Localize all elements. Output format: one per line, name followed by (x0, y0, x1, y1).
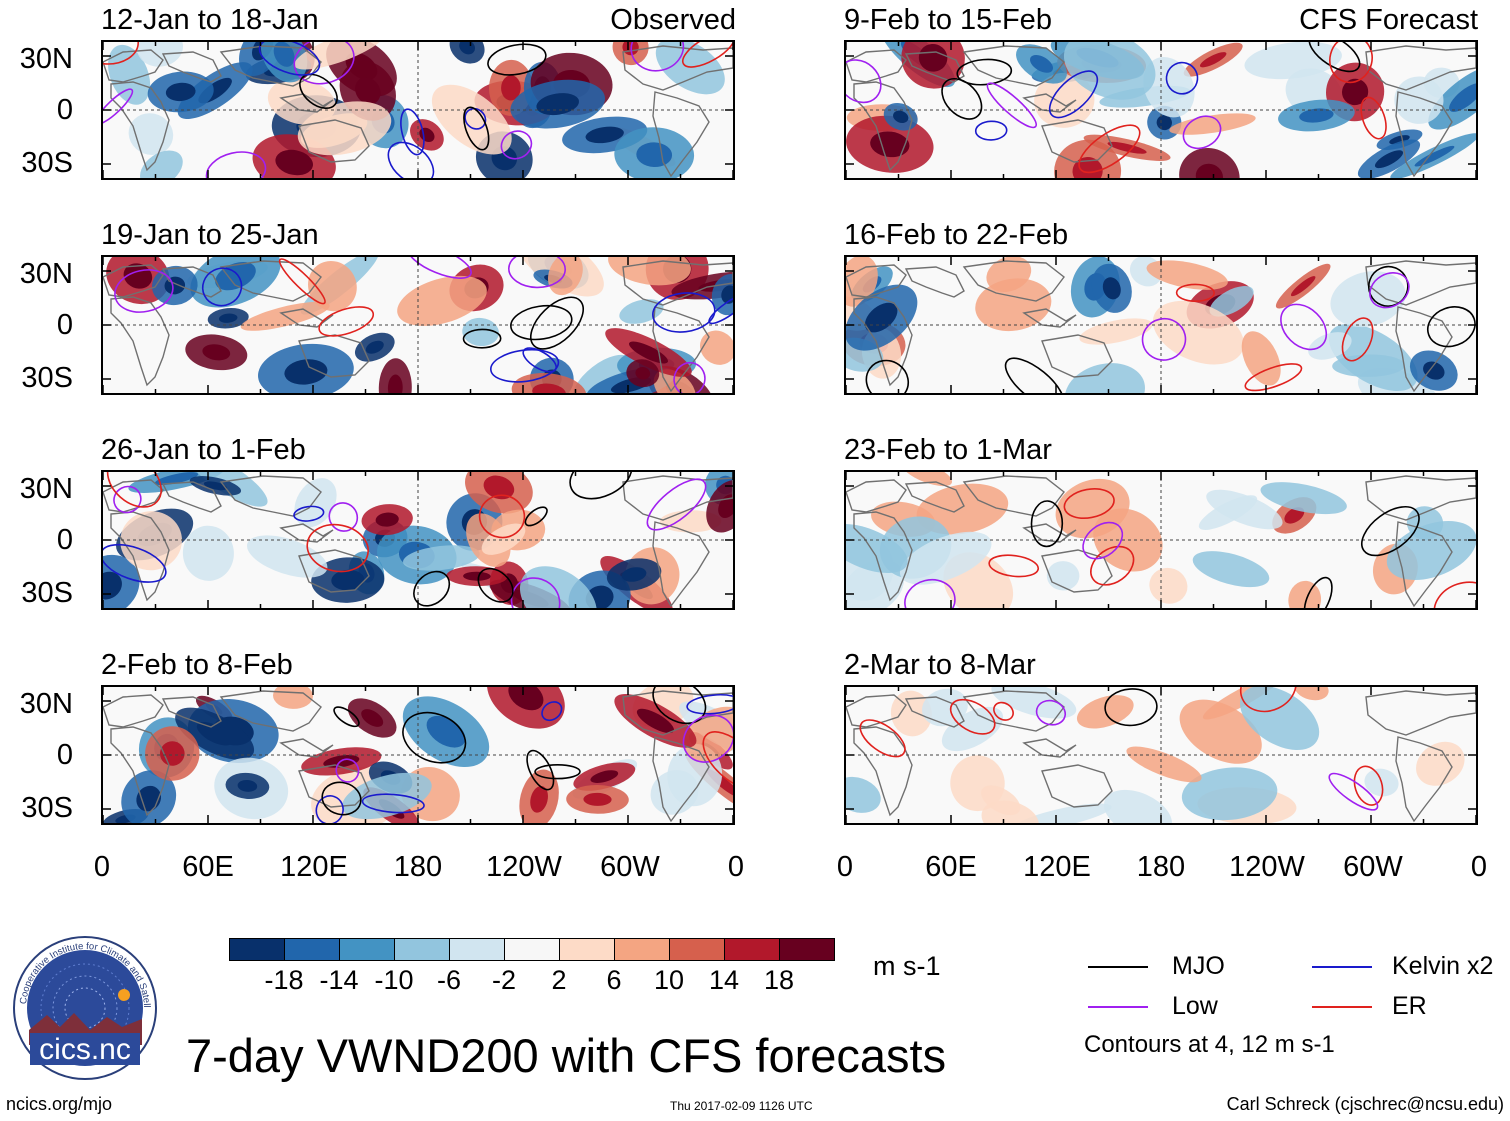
lon-label-left: 180 (393, 851, 443, 883)
colorbar-cell (229, 938, 285, 961)
lat-label-30s: 30S (21, 362, 73, 394)
forecast-label: CFS Forecast (1299, 4, 1478, 36)
colorbar-cell (394, 938, 450, 961)
lon-label-right: 120E (1023, 851, 1091, 883)
lon-label-right: 0 (1470, 851, 1488, 883)
panel-title-left-3: 26-Jan to 1-Feb (101, 434, 306, 466)
panel-title-right-2: 16-Feb to 22-Feb (844, 219, 1069, 251)
lat-label-30s: 30S (21, 147, 73, 179)
lon-label-left: 120E (280, 851, 348, 883)
map-panel-left-4 (101, 685, 735, 825)
cics-logo: Cooperative Institute for Climate and Sa… (9, 927, 158, 1081)
map-panel-right-1 (844, 40, 1478, 180)
legend-kelvin-label: Kelvin x2 (1392, 952, 1494, 980)
lon-label-right: 0 (836, 851, 854, 883)
colorbar-cell (284, 938, 340, 961)
map-panel-right-4 (844, 685, 1478, 825)
colorbar-cell (449, 938, 505, 961)
legend-mjo-swatch (1088, 966, 1148, 968)
lat-label-30s: 30S (21, 577, 73, 609)
colorbar-value: -14 (319, 965, 359, 995)
legend-kelvin-swatch (1312, 966, 1372, 968)
logo-text: cics.nc (39, 1033, 131, 1066)
colorbar-cell (669, 938, 725, 961)
contour-note: Contours at 4, 12 m s-1 (1084, 1031, 1335, 1058)
colorbar-value: 6 (606, 965, 622, 995)
map-panel-left-3 (101, 470, 735, 610)
lon-label-right: 180 (1136, 851, 1186, 883)
colorbar-cell (724, 938, 780, 961)
panel-title-right-3: 23-Feb to 1-Mar (844, 434, 1052, 466)
lat-label-30s: 30S (21, 792, 73, 824)
map-panel-left-1 (101, 40, 735, 180)
colorbar-value: -6 (436, 965, 461, 995)
colorbar-value: -10 (374, 965, 414, 995)
legend-er-label: ER (1392, 992, 1427, 1020)
lat-label-30n: 30N (19, 258, 73, 290)
footer-timestamp: Thu 2017-02-09 1126 UTC (670, 1099, 813, 1113)
legend-low-swatch (1088, 1006, 1148, 1008)
lon-label-right: 60W (1343, 851, 1403, 883)
map-panel-right-2 (844, 255, 1478, 395)
colorbar-value: 18 (763, 965, 795, 995)
colorbar-cell (559, 938, 615, 961)
lon-label-left: 0 (93, 851, 111, 883)
colorbar-value: 2 (551, 965, 567, 995)
colorbar-value: -18 (264, 965, 304, 995)
legend-low-label: Low (1172, 992, 1218, 1020)
map-panel-left-2 (101, 255, 735, 395)
colorbar-value: -2 (491, 965, 516, 995)
lon-label-left: 0 (727, 851, 745, 883)
lon-label-right: 60E (925, 851, 977, 883)
legend-er-swatch (1312, 1006, 1372, 1008)
main-title: 7-day VWND200 with CFS forecasts (186, 1029, 947, 1082)
lat-label-eq: 0 (56, 94, 73, 126)
lon-label-right: 120W (1229, 851, 1305, 883)
colorbar-unit: m s-1 (873, 951, 941, 981)
colorbar-cell (339, 938, 395, 961)
footer-url[interactable]: ncics.org/mjo (6, 1094, 113, 1114)
colorbar-cell (614, 938, 670, 961)
observed-label: Observed (610, 4, 736, 36)
lat-label-eq: 0 (56, 309, 73, 341)
lat-label-30n: 30N (19, 43, 73, 75)
lat-label-eq: 0 (56, 524, 73, 556)
colorbar-value: 10 (653, 965, 685, 995)
panel-title-left-4: 2-Feb to 8-Feb (101, 649, 293, 681)
panel-title-left-1: 12-Jan to 18-Jan (101, 4, 319, 36)
footer-author: Carl Schreck (cjschrec@ncsu.edu) (1226, 1094, 1504, 1114)
panel-title-right-1: 9-Feb to 15-Feb (844, 4, 1052, 36)
map-panel-right-3 (844, 470, 1478, 610)
colorbar-cell (504, 938, 560, 961)
colorbar-value: 14 (708, 965, 740, 995)
lon-label-left: 60E (182, 851, 234, 883)
legend-mjo-label: MJO (1172, 952, 1225, 980)
panel-title-left-2: 19-Jan to 25-Jan (101, 219, 319, 251)
lat-label-eq: 0 (56, 739, 73, 771)
lat-label-30n: 30N (19, 688, 73, 720)
lat-label-30n: 30N (19, 473, 73, 505)
lon-label-left: 120W (486, 851, 562, 883)
colorbar-cell (779, 938, 835, 961)
panel-title-right-4: 2-Mar to 8-Mar (844, 649, 1036, 681)
lon-label-left: 60W (600, 851, 660, 883)
